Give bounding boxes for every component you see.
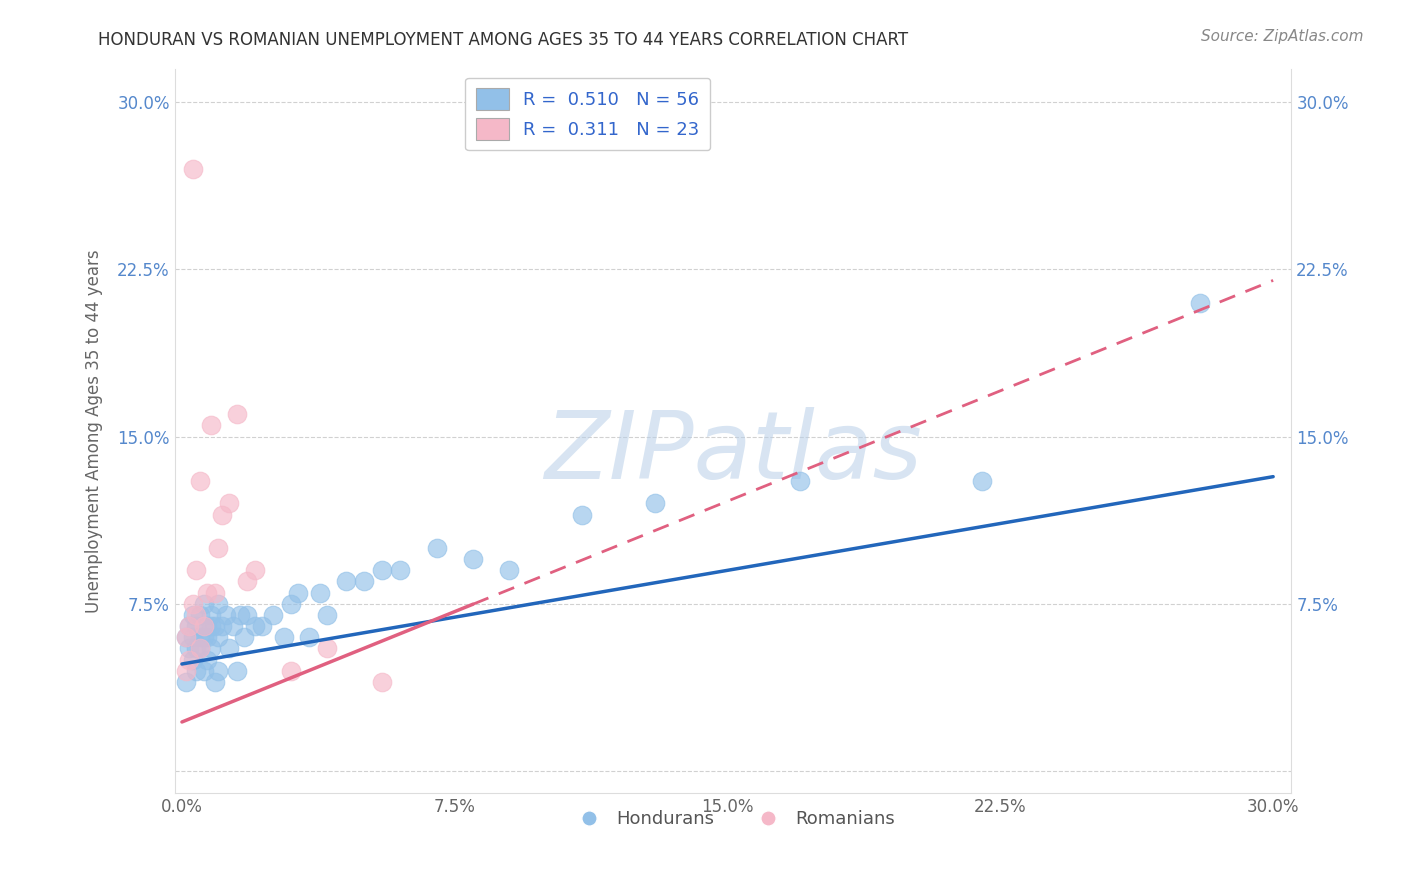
- Point: [972, 474, 994, 488]
- Point: [207, 664, 229, 678]
- Point: [179, 652, 201, 666]
- Point: [188, 607, 211, 622]
- Point: [200, 607, 222, 622]
- Point: [309, 585, 332, 599]
- Point: [316, 641, 339, 656]
- Point: [181, 652, 204, 666]
- Point: [186, 641, 208, 656]
- Point: [181, 597, 204, 611]
- Point: [186, 563, 208, 577]
- Point: [197, 630, 219, 644]
- Point: [188, 630, 211, 644]
- Point: [353, 574, 375, 589]
- Point: [200, 418, 222, 433]
- Point: [188, 641, 211, 656]
- Y-axis label: Unemployment Among Ages 35 to 44 years: Unemployment Among Ages 35 to 44 years: [86, 249, 103, 613]
- Point: [174, 674, 197, 689]
- Point: [425, 541, 447, 555]
- Point: [273, 630, 295, 644]
- Point: [280, 664, 302, 678]
- Text: HONDURAN VS ROMANIAN UNEMPLOYMENT AMONG AGES 35 TO 44 YEARS CORRELATION CHART: HONDURAN VS ROMANIAN UNEMPLOYMENT AMONG …: [98, 31, 908, 49]
- Point: [186, 619, 208, 633]
- Point: [179, 619, 201, 633]
- Point: [316, 607, 339, 622]
- Point: [644, 496, 666, 510]
- Text: ZIPatlas: ZIPatlas: [544, 407, 922, 498]
- Point: [174, 630, 197, 644]
- Point: [186, 607, 208, 622]
- Point: [193, 597, 215, 611]
- Point: [222, 619, 245, 633]
- Point: [243, 563, 266, 577]
- Point: [211, 619, 233, 633]
- Point: [188, 474, 211, 488]
- Point: [174, 630, 197, 644]
- Point: [571, 508, 593, 522]
- Point: [193, 664, 215, 678]
- Point: [179, 619, 201, 633]
- Point: [207, 597, 229, 611]
- Point: [232, 630, 254, 644]
- Point: [225, 407, 247, 421]
- Point: [389, 563, 412, 577]
- Point: [204, 619, 226, 633]
- Point: [243, 619, 266, 633]
- Point: [174, 664, 197, 678]
- Point: [179, 641, 201, 656]
- Point: [789, 474, 811, 488]
- Point: [181, 161, 204, 176]
- Point: [218, 641, 240, 656]
- Point: [498, 563, 520, 577]
- Point: [1189, 295, 1212, 310]
- Point: [335, 574, 357, 589]
- Point: [181, 630, 204, 644]
- Point: [197, 619, 219, 633]
- Point: [461, 552, 484, 566]
- Point: [250, 619, 273, 633]
- Point: [197, 652, 219, 666]
- Point: [236, 607, 259, 622]
- Point: [186, 664, 208, 678]
- Point: [200, 619, 222, 633]
- Point: [229, 607, 252, 622]
- Point: [204, 585, 226, 599]
- Point: [193, 630, 215, 644]
- Legend: Hondurans, Romanians: Hondurans, Romanians: [564, 803, 903, 835]
- Point: [262, 607, 284, 622]
- Point: [211, 508, 233, 522]
- Point: [200, 641, 222, 656]
- Point: [225, 664, 247, 678]
- Point: [218, 496, 240, 510]
- Point: [214, 607, 236, 622]
- Point: [204, 674, 226, 689]
- Point: [236, 574, 259, 589]
- Point: [287, 585, 309, 599]
- Point: [207, 630, 229, 644]
- Point: [188, 641, 211, 656]
- Point: [371, 674, 394, 689]
- Point: [181, 607, 204, 622]
- Point: [193, 619, 215, 633]
- Point: [197, 585, 219, 599]
- Point: [280, 597, 302, 611]
- Point: [371, 563, 394, 577]
- Text: Source: ZipAtlas.com: Source: ZipAtlas.com: [1201, 29, 1364, 44]
- Point: [298, 630, 321, 644]
- Point: [207, 541, 229, 555]
